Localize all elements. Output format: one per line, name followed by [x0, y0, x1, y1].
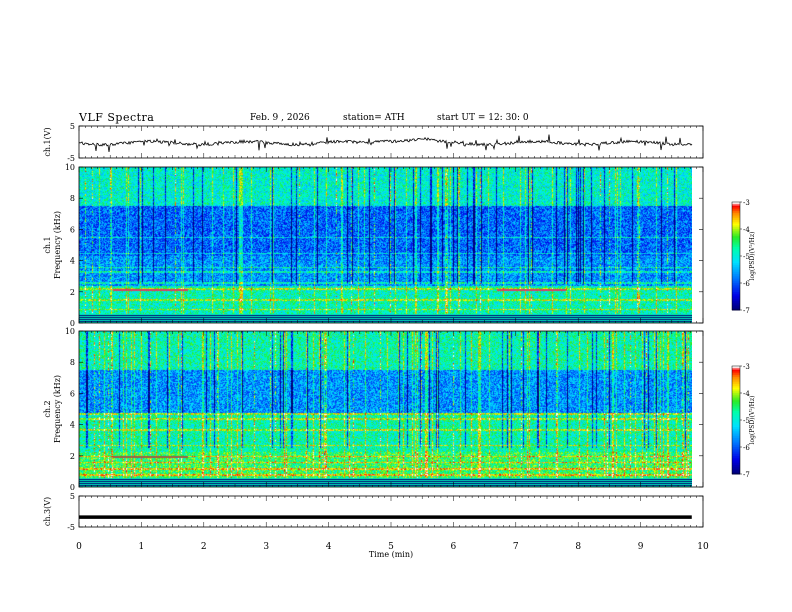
- sp1-ytick-label: 8: [70, 194, 75, 203]
- chart-title: VLF Spectra: [79, 111, 155, 124]
- sp2-ytick-label: 2: [70, 452, 75, 461]
- sp2-ytick-label: 8: [70, 358, 75, 367]
- xtick-label: 1: [139, 542, 145, 552]
- sp1-ytick-label: 6: [70, 225, 75, 234]
- xtick-label: 10: [697, 542, 709, 552]
- sp1-colorbar-label: log(PSD)(V²/Hz): [749, 232, 756, 281]
- xaxis-label: Time (min): [369, 550, 413, 559]
- date-label: Feb. 9 , 2026: [250, 113, 310, 123]
- ch1-ytick-label: -5: [67, 154, 75, 163]
- sp1-colorbar-tick: -6: [743, 280, 750, 288]
- start-time-label: start UT = 12: 30: 0: [437, 113, 529, 123]
- sp1-ylabel-channel: ch.1: [43, 236, 52, 253]
- sp2-colorbar-tick: -5: [743, 417, 750, 425]
- sp2-ylabel-frequency: Frequency (kHz): [53, 375, 62, 443]
- ch3-ytick-label: 5: [70, 492, 75, 501]
- sp1-ytick-label: 0: [70, 319, 75, 328]
- xtick-label: 5: [388, 542, 394, 552]
- sp2-ytick-label: 6: [70, 389, 75, 398]
- xtick-label: 6: [451, 542, 457, 552]
- station-label: station= ATH: [343, 113, 405, 123]
- sp1-colorbar-tick: -3: [743, 199, 750, 207]
- sp2-colorbar-tick: -3: [743, 363, 750, 371]
- xtick-label: 7: [513, 542, 519, 552]
- sp1-ylabel-frequency: Frequency (kHz): [53, 211, 62, 279]
- sp2-colorbar-label: log(PSD)(V²/Hz): [749, 396, 756, 445]
- sp2-ytick-label: 10: [65, 327, 75, 336]
- sp1-colorbar-tick: -5: [743, 253, 750, 261]
- sp2-ylabel-channel: ch.2: [43, 400, 52, 417]
- xtick-label: 0: [76, 542, 82, 552]
- ch1-ylabel: ch.1(V): [43, 127, 52, 156]
- ch3-ytick-label: -5: [67, 523, 75, 532]
- ch1-ytick-label: 5: [70, 122, 75, 131]
- xtick-label: 9: [638, 542, 644, 552]
- sp2-colorbar-tick: -4: [743, 390, 750, 398]
- ch2-spectrogram-image: [79, 331, 692, 487]
- ch1-spectrogram-image: [79, 167, 692, 323]
- xtick-label: 2: [201, 542, 207, 552]
- sp1-ytick-label: 2: [70, 288, 75, 297]
- xtick-label: 3: [263, 542, 269, 552]
- xtick-label: 8: [575, 542, 581, 552]
- sp2-colorbar-tick: -7: [743, 471, 750, 479]
- sp2-colorbar-tick: -6: [743, 444, 750, 452]
- sp1-ytick-label: 10: [65, 163, 75, 172]
- ch1-waveform-line: [78, 134, 693, 153]
- sp2-ytick-label: 0: [70, 483, 75, 492]
- xtick-label: 4: [326, 542, 332, 552]
- ch3-ylabel: ch.3(V): [43, 497, 52, 526]
- sp1-ytick-label: 4: [70, 257, 75, 266]
- sp1-colorbar-tick: -4: [743, 226, 750, 234]
- sp2-ytick-label: 4: [70, 421, 75, 430]
- sp1-colorbar-tick: -7: [743, 307, 750, 315]
